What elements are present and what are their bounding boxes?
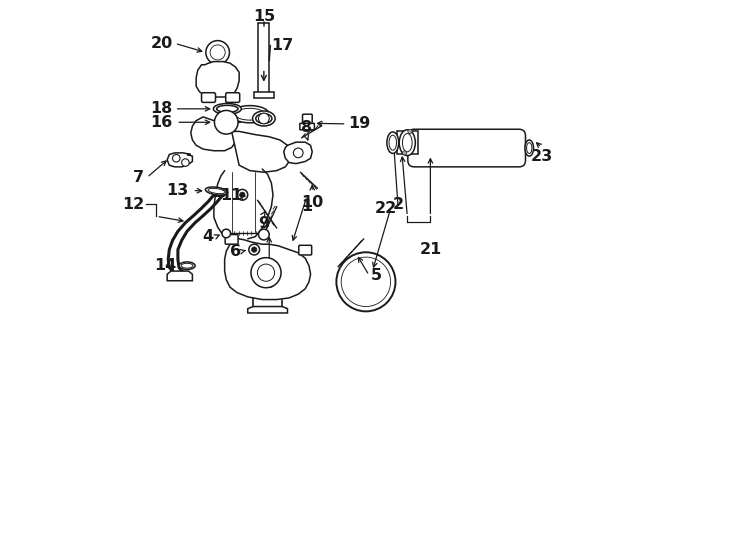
Text: 4: 4 <box>203 229 214 244</box>
FancyBboxPatch shape <box>300 123 314 130</box>
Ellipse shape <box>181 264 193 268</box>
FancyBboxPatch shape <box>302 114 312 128</box>
Ellipse shape <box>389 135 396 150</box>
Ellipse shape <box>217 105 238 112</box>
Ellipse shape <box>214 104 241 114</box>
FancyBboxPatch shape <box>202 93 216 103</box>
Ellipse shape <box>526 143 532 153</box>
Polygon shape <box>225 239 310 300</box>
Ellipse shape <box>255 113 272 123</box>
Text: 8: 8 <box>301 120 313 134</box>
Text: 3: 3 <box>264 276 275 292</box>
Polygon shape <box>396 131 418 154</box>
Circle shape <box>336 252 396 312</box>
Text: 23: 23 <box>531 149 553 164</box>
Text: 22: 22 <box>374 201 396 215</box>
Circle shape <box>237 190 248 200</box>
Text: 13: 13 <box>167 183 189 198</box>
Bar <box>254 92 274 98</box>
Text: 19: 19 <box>348 117 371 131</box>
Text: 1: 1 <box>301 199 313 214</box>
Circle shape <box>258 113 269 124</box>
Text: 18: 18 <box>150 102 172 116</box>
Text: 2: 2 <box>393 197 404 212</box>
Circle shape <box>252 247 257 252</box>
Polygon shape <box>167 271 192 281</box>
Ellipse shape <box>402 133 412 152</box>
Circle shape <box>222 229 230 238</box>
Polygon shape <box>232 131 291 172</box>
Polygon shape <box>196 62 239 97</box>
Text: 12: 12 <box>122 197 144 212</box>
Polygon shape <box>284 142 312 164</box>
Circle shape <box>251 258 281 288</box>
Circle shape <box>206 40 230 64</box>
Text: 14: 14 <box>154 258 176 273</box>
Circle shape <box>341 257 390 307</box>
Ellipse shape <box>252 111 275 126</box>
Text: 16: 16 <box>150 115 172 130</box>
Ellipse shape <box>206 187 228 195</box>
FancyBboxPatch shape <box>225 234 238 244</box>
Circle shape <box>402 151 407 155</box>
Circle shape <box>240 192 245 198</box>
Polygon shape <box>167 153 192 167</box>
Ellipse shape <box>208 188 225 194</box>
Ellipse shape <box>235 109 265 120</box>
Circle shape <box>249 244 260 255</box>
Circle shape <box>408 129 412 133</box>
Ellipse shape <box>399 130 415 156</box>
FancyBboxPatch shape <box>299 245 312 255</box>
Text: 9: 9 <box>258 217 269 231</box>
Circle shape <box>210 45 225 60</box>
FancyBboxPatch shape <box>226 93 240 103</box>
Ellipse shape <box>179 262 195 269</box>
Polygon shape <box>191 117 236 151</box>
Circle shape <box>214 111 238 134</box>
Circle shape <box>258 264 275 281</box>
Text: 7: 7 <box>133 170 144 185</box>
FancyBboxPatch shape <box>408 129 526 167</box>
Circle shape <box>258 229 269 240</box>
Text: 17: 17 <box>272 38 294 53</box>
Text: 15: 15 <box>252 9 275 24</box>
Circle shape <box>172 154 180 162</box>
Ellipse shape <box>387 132 399 153</box>
Circle shape <box>294 148 303 158</box>
Text: 10: 10 <box>301 195 324 210</box>
Text: 5: 5 <box>371 268 382 283</box>
Text: 11: 11 <box>220 188 242 204</box>
Circle shape <box>181 159 189 166</box>
Polygon shape <box>248 307 288 313</box>
Text: 20: 20 <box>150 36 172 51</box>
Ellipse shape <box>230 106 269 123</box>
Ellipse shape <box>525 140 534 156</box>
Text: 21: 21 <box>419 242 442 257</box>
Text: 6: 6 <box>230 244 241 259</box>
